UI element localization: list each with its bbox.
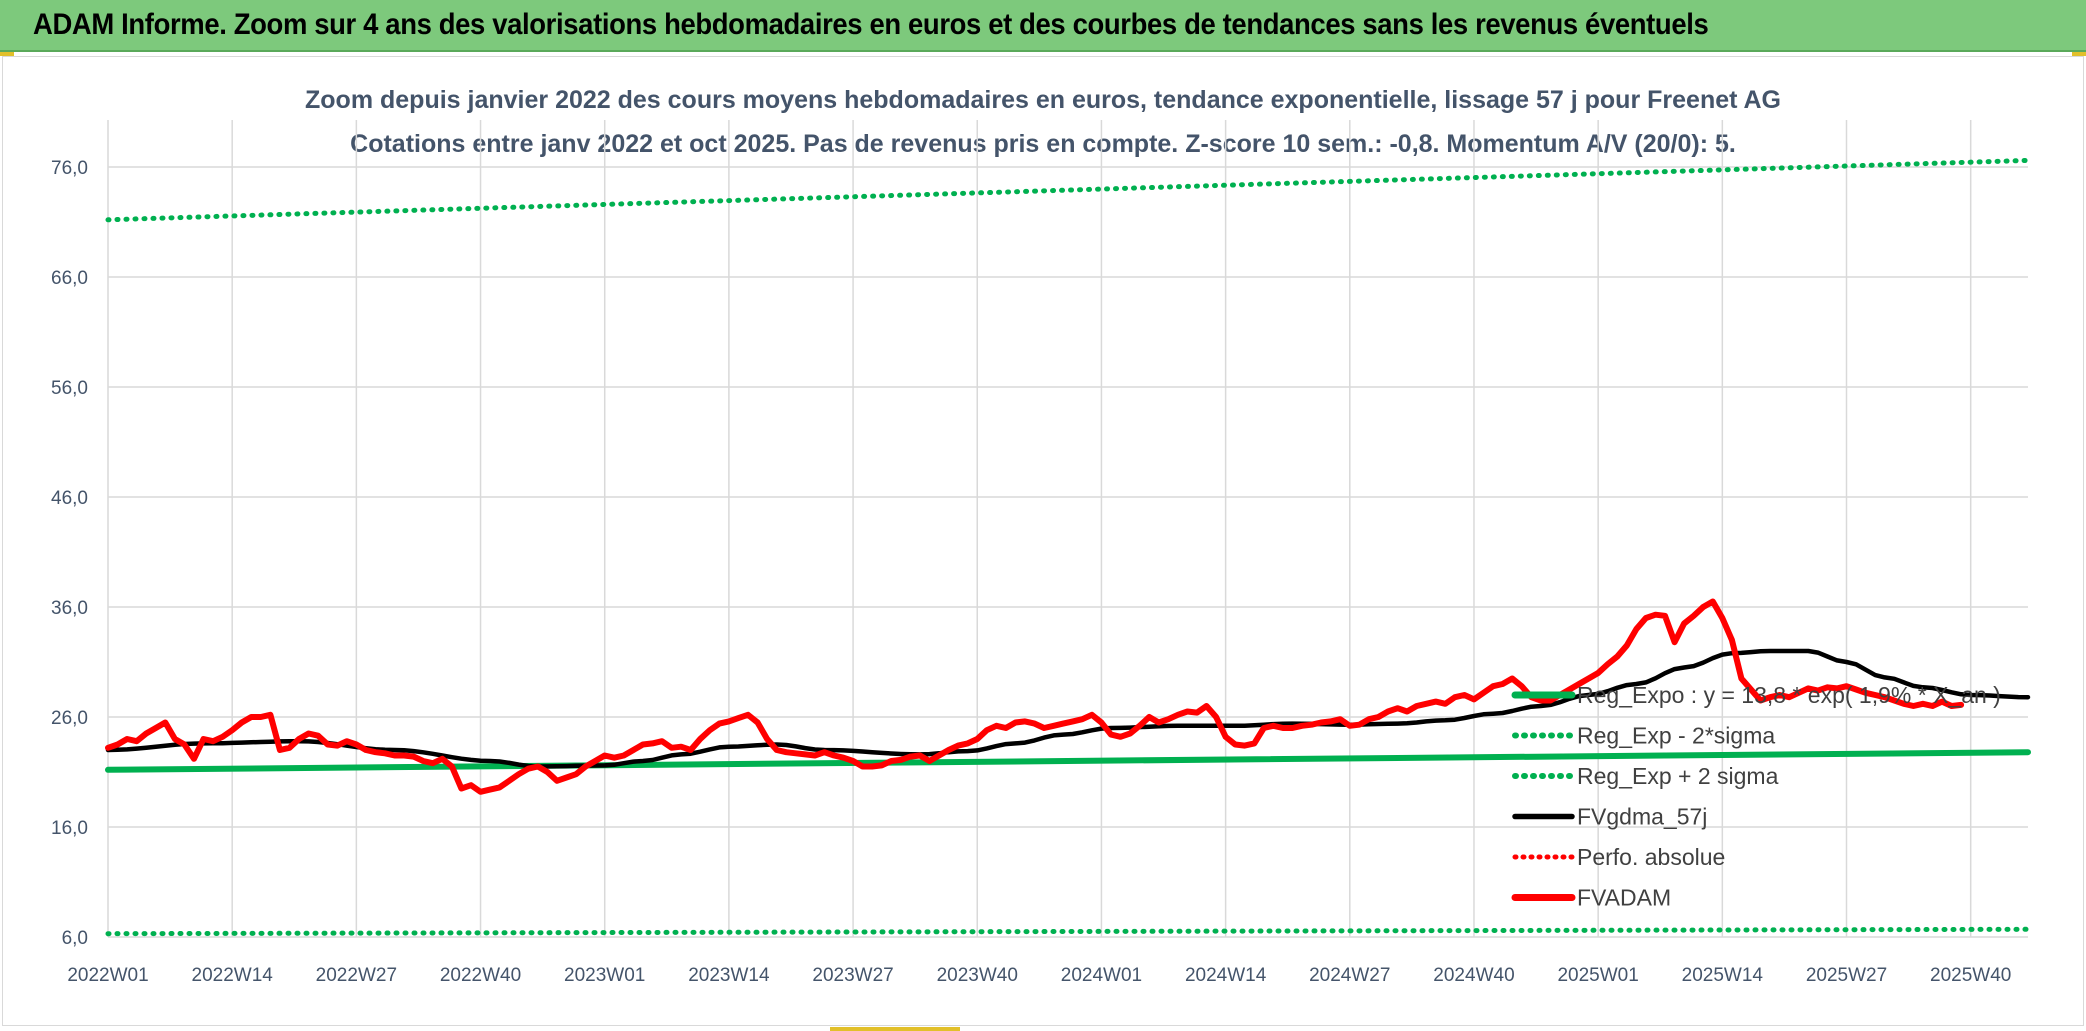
x-tick-label: 2022W27: [316, 965, 397, 986]
legend: Reg_Expo : y = 13,8 * exp( 1,9% * X_an )…: [1511, 682, 2001, 911]
banner-title: ADAM Informe. Zoom sur 4 ans des valoris…: [33, 8, 1709, 41]
y-tick-label: 36,0: [51, 598, 88, 619]
legend-label-3: FVgdma_57j: [1577, 804, 1707, 830]
x-tick-label: 2022W01: [67, 965, 148, 986]
x-tick-label: 2024W27: [1309, 965, 1390, 986]
y-tick-label: 66,0: [51, 268, 88, 289]
y-axis-ticks: 6,0 16,0 26,0 36,0 46,0 56,0 66,0 76,0: [51, 158, 88, 949]
series-line-1: [105, 926, 2031, 937]
x-tick-label: 2023W40: [937, 965, 1018, 986]
y-tick-label: 26,0: [51, 708, 88, 729]
x-tick-label: 2025W27: [1806, 965, 1887, 986]
x-tick-label: 2023W14: [688, 965, 770, 986]
legend-label-1: Reg_Exp - 2*sigma: [1577, 723, 1775, 749]
legend-label-4: Perfo. absolue: [1577, 844, 1725, 870]
x-tick-label: 2023W01: [564, 965, 645, 986]
gridlines: [107, 120, 2028, 938]
x-tick-label: 2025W01: [1557, 965, 1638, 986]
x-tick-label: 2023W27: [812, 965, 893, 986]
series-line-2: [105, 157, 2031, 223]
y-tick-label: 46,0: [51, 488, 88, 509]
report-banner: ADAM Informe. Zoom sur 4 ans des valoris…: [0, 0, 2086, 52]
x-axis-ticks: 2022W01 2022W14 2022W27 2022W40 2023W01 2023W…: [67, 965, 2011, 986]
banner-accent-right: [2072, 52, 2086, 56]
series-layer: [105, 157, 2031, 937]
series-line-0: [105, 749, 2031, 773]
chart-frame: [2, 56, 2084, 1026]
y-tick-label: 6,0: [62, 928, 88, 949]
legend-label-2: Reg_Exp + 2 sigma: [1577, 763, 1779, 789]
x-tick-label: 2024W40: [1433, 965, 1514, 986]
bottom-accent: [830, 1027, 960, 1031]
series-line-5: [105, 598, 1965, 795]
chart-subtitle: Cotations entre janv 2022 et oct 2025. P…: [350, 130, 1736, 158]
banner-accent-left: [0, 52, 14, 56]
series-line-3: [105, 648, 2031, 769]
x-tick-label: 2025W40: [1930, 965, 2011, 986]
legend-label-5: FVADAM: [1577, 885, 1671, 911]
x-tick-label: 2024W14: [1185, 965, 1267, 986]
y-tick-label: 16,0: [51, 818, 88, 839]
chart-title: Zoom depuis janvier 2022 des cours moyen…: [305, 86, 1781, 114]
x-tick-label: 2025W14: [1682, 965, 1764, 986]
legend-label-0: Reg_Expo : y = 13,8 * exp( 1,9% * X_an ): [1577, 682, 2001, 708]
x-tick-label: 2024W01: [1061, 965, 1142, 986]
y-tick-label: 56,0: [51, 378, 88, 399]
x-tick-label: 2022W40: [440, 965, 521, 986]
x-tick-label: 2022W14: [192, 965, 274, 986]
y-tick-label: 76,0: [51, 158, 88, 179]
